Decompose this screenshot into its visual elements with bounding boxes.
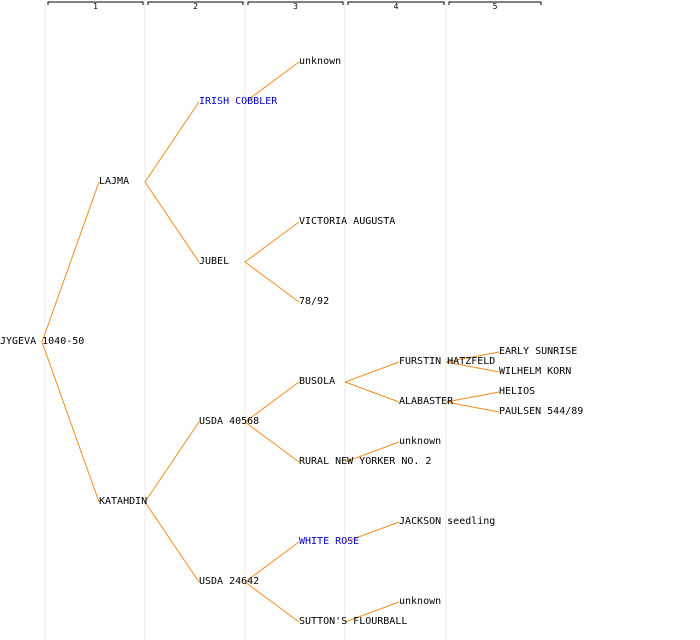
generation-grid bbox=[44, 0, 447, 640]
edge-busola-to-alabaster bbox=[344, 381, 400, 403]
edge-katahdin-to-usda-24642 bbox=[144, 501, 200, 583]
edge-irish-cobbler-to-unknown-1 bbox=[244, 61, 300, 103]
generation-label-3: 3 bbox=[293, 2, 298, 11]
node-alabaster: ALABASTER bbox=[399, 396, 454, 407]
generation-bracket-2 bbox=[147, 1, 244, 5]
edge-usda-24642-to-white-rose bbox=[244, 541, 300, 583]
edge-root-to-lajma bbox=[41, 181, 100, 343]
generation-bracket-5 bbox=[448, 1, 542, 5]
edge-root-to-katahdin bbox=[41, 341, 100, 503]
edge-furstin-hatzfeld-to-wilhelm-korn bbox=[445, 361, 500, 373]
generation-bracket-3 bbox=[247, 1, 344, 5]
edge-usda-40568-to-busola bbox=[244, 381, 300, 423]
generation-label-2: 2 bbox=[193, 2, 198, 11]
generation-header bbox=[47, 1, 542, 5]
node-paulsen: PAULSEN 544/89 bbox=[499, 406, 584, 417]
generation-label-5: 5 bbox=[492, 2, 498, 11]
node-unknown-3: unknown bbox=[399, 596, 442, 607]
edge-jubel-to-victoria-augusta bbox=[244, 221, 300, 263]
node-n78-92: 78/92 bbox=[299, 296, 330, 307]
node-white-rose[interactable]: WHITE ROSE bbox=[299, 536, 360, 547]
node-early-sunrise: EARLY SUNRISE bbox=[499, 346, 578, 357]
edge-layer bbox=[41, 61, 500, 623]
node-usda-24642: USDA 24642 bbox=[199, 576, 260, 587]
edge-white-rose-to-jackson-seedling bbox=[344, 521, 400, 543]
node-jubel: JUBEL bbox=[199, 256, 230, 267]
generation-bracket-1 bbox=[47, 1, 144, 5]
generation-bracket-4 bbox=[347, 1, 445, 5]
edge-suttons-flourball-to-unknown-3 bbox=[344, 601, 400, 623]
edge-furstin-hatzfeld-to-early-sunrise bbox=[445, 351, 500, 363]
edge-alabaster-to-paulsen bbox=[445, 401, 500, 413]
generation-label-4: 4 bbox=[393, 2, 399, 11]
node-suttons-flourball: SUTTON'S FLOURBALL bbox=[299, 616, 408, 627]
node-busola: BUSOLA bbox=[299, 376, 336, 387]
edge-usda-40568-to-rural-new-yorker bbox=[244, 421, 300, 463]
node-helios: HELIOS bbox=[499, 386, 536, 397]
node-victoria-augusta: VICTORIA AUGUSTA bbox=[299, 216, 396, 227]
node-wilhelm-korn: WILHELM KORN bbox=[499, 366, 572, 377]
edge-jubel-to-n78-92 bbox=[244, 261, 300, 303]
node-unknown-1: unknown bbox=[299, 56, 342, 67]
edge-lajma-to-jubel bbox=[144, 181, 200, 263]
generation-label-1: 1 bbox=[93, 2, 98, 11]
edge-alabaster-to-helios bbox=[445, 391, 500, 403]
node-furstin-hatzfeld: FURSTIN HATZFELD bbox=[399, 356, 496, 367]
node-irish-cobbler[interactable]: IRISH COBBLER bbox=[199, 96, 278, 107]
node-katahdin: KATAHDIN bbox=[99, 496, 148, 507]
edge-lajma-to-irish-cobbler bbox=[144, 101, 200, 183]
edge-rural-new-yorker-to-unknown-2 bbox=[344, 441, 400, 463]
node-lajma: LAJMA bbox=[99, 176, 130, 187]
node-unknown-2: unknown bbox=[399, 436, 442, 447]
edge-usda-24642-to-suttons-flourball bbox=[244, 581, 300, 623]
node-rural-new-yorker: RURAL NEW YORKER NO. 2 bbox=[299, 456, 432, 467]
node-jackson-seedling: JACKSON seedling bbox=[399, 516, 496, 527]
node-root: JYGEVA 1040-50 bbox=[0, 336, 85, 347]
edge-busola-to-furstin-hatzfeld bbox=[344, 361, 400, 383]
edge-katahdin-to-usda-40568 bbox=[144, 421, 200, 503]
node-usda-40568: USDA 40568 bbox=[199, 416, 260, 427]
